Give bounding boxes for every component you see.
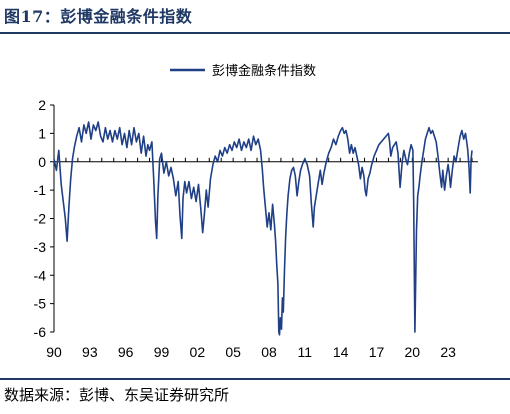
figure-title: 图17：彭博金融条件指数 — [4, 7, 193, 26]
x-tick-label: 23 — [440, 344, 456, 360]
y-tick-label: 0 — [38, 154, 46, 170]
y-tick-label: -3 — [34, 239, 47, 255]
x-tick-label: 05 — [225, 344, 241, 360]
y-axis: 2 1 0 -1 -2 -3 -4 -5 -6 — [34, 97, 55, 340]
y-tick-label: -2 — [34, 211, 47, 227]
x-tick-label: 08 — [261, 344, 277, 360]
series-line-bloomberg-fci — [53, 121, 473, 336]
x-tick-label: 02 — [190, 344, 206, 360]
y-tick-label: 1 — [38, 125, 46, 141]
y-tick-label: -5 — [34, 296, 47, 312]
x-tick-label: 20 — [405, 344, 421, 360]
source-note: 数据来源：彭博、东吴证券研究所 — [4, 386, 230, 404]
x-tick-label: 93 — [82, 344, 98, 360]
x-tick-label: 90 — [46, 344, 62, 360]
x-tick-label: 99 — [154, 344, 170, 360]
y-tick-label: -4 — [34, 267, 47, 283]
source-rule — [0, 378, 510, 380]
title-rule — [0, 32, 510, 34]
legend: 彭博金融条件指数 — [170, 63, 316, 78]
x-tick-label: 14 — [333, 344, 349, 360]
y-tick-label: -6 — [34, 324, 47, 340]
y-tick-label: -1 — [34, 182, 47, 198]
x-tick-label: 96 — [118, 344, 134, 360]
y-tick-label: 2 — [38, 97, 46, 113]
legend-label: 彭博金融条件指数 — [212, 63, 316, 78]
x-tick-label: 11 — [298, 344, 313, 360]
x-tick-label: 17 — [369, 344, 385, 360]
